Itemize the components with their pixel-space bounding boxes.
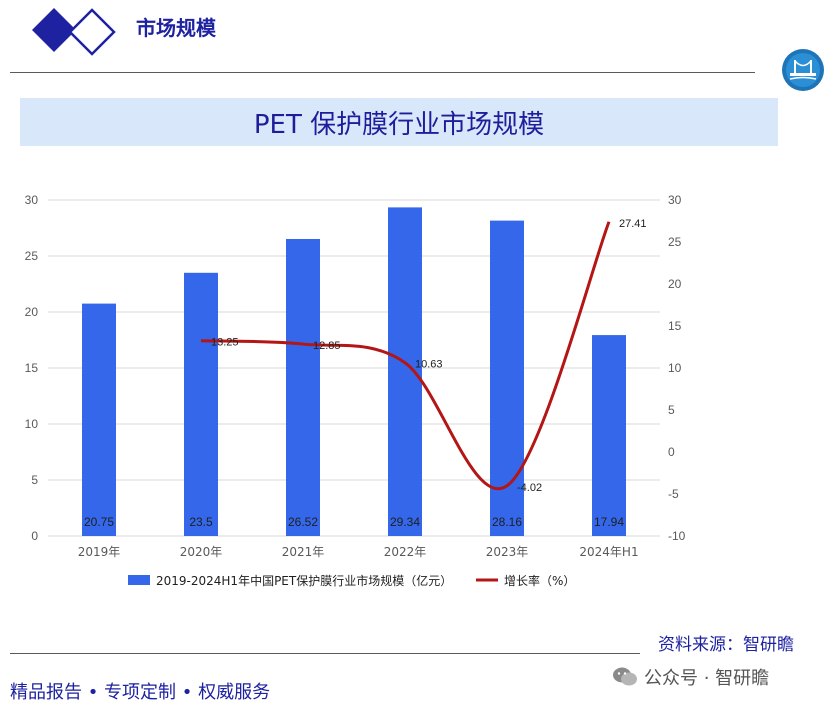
footer-tagline: 精品报告 • 专项定制 • 权威服务 [10,682,271,703]
y-right-tick-label: 20 [668,277,682,291]
bar [592,335,626,536]
header-divider [10,72,755,73]
bar-value-label: 28.16 [492,515,522,529]
y-right-tick-label: 25 [668,235,682,249]
header-title: 市场规模 [136,16,216,40]
y-right-tick-label: -5 [668,487,679,501]
growth-rate-label: -4.02 [517,482,542,494]
bar-value-label: 29.34 [390,515,420,529]
footer-divider [10,653,640,654]
y-right-tick-label: 15 [668,319,682,333]
x-tick-label: 2020年 [180,545,223,559]
bridge-emblem-icon [782,49,824,91]
bar [490,220,524,536]
bar [82,303,116,536]
bar-value-label: 17.94 [594,515,624,529]
y-left-tick-label: 10 [25,417,39,431]
y-right-tick-label: 0 [668,445,675,459]
y-left-tick-label: 25 [25,249,39,263]
x-tick-label: 2024年H1 [579,545,638,559]
y-left-tick-label: 30 [25,193,39,207]
double-diamond-logo-icon [32,8,116,56]
wechat-icon [613,667,637,686]
legend-line-label: 增长率（%） [504,573,575,588]
growth-rate-label: 10.63 [415,359,443,371]
growth-rate-label: 13.25 [211,337,239,349]
data-source: 资料来源：智研瞻 [658,635,794,655]
y-left-tick-label: 0 [31,529,38,543]
growth-rate-line [200,221,611,491]
y-right-tick-label: 10 [668,361,682,375]
wechat-account[interactable]: 公众号 · 智研瞻 [612,664,769,690]
market-size-chart: 0 5 10 15 20 25 30 -10 -5 0 5 10 15 20 25 30 20.75 2019年 2… [25,193,686,588]
y-left-tick-label: 15 [25,361,39,375]
x-tick-label: 2019年 [78,545,121,559]
legend-bar-swatch [128,575,150,585]
bar-value-label: 20.75 [84,515,114,529]
bar [184,272,218,536]
y-left-tick-label: 20 [25,305,39,319]
y-right-tick-label: 5 [668,403,675,417]
x-tick-label: 2021年 [282,545,325,559]
wechat-label: 公众号 · 智研瞻 [644,668,770,689]
bar-value-label: 26.52 [288,515,318,529]
y-right-tick-label: -10 [668,529,686,543]
y-left-tick-label: 5 [31,473,38,487]
bar [286,238,320,536]
bar-value-label: 23.5 [189,515,213,529]
x-tick-label: 2023年 [486,545,529,559]
chart-title-band: PET 保护膜行业市场规模 [20,98,778,146]
growth-rate-label: 12.85 [313,340,341,352]
y-right-tick-label: 30 [668,193,682,207]
bar [388,207,422,536]
legend-bar-label: 2019-2024H1年中国PET保护膜行业市场规模（亿元） [156,573,452,588]
growth-rate-label: 27.41 [619,218,647,230]
chart-title: PET 保护膜行业市场规模 [253,110,545,140]
x-tick-label: 2022年 [384,545,427,559]
